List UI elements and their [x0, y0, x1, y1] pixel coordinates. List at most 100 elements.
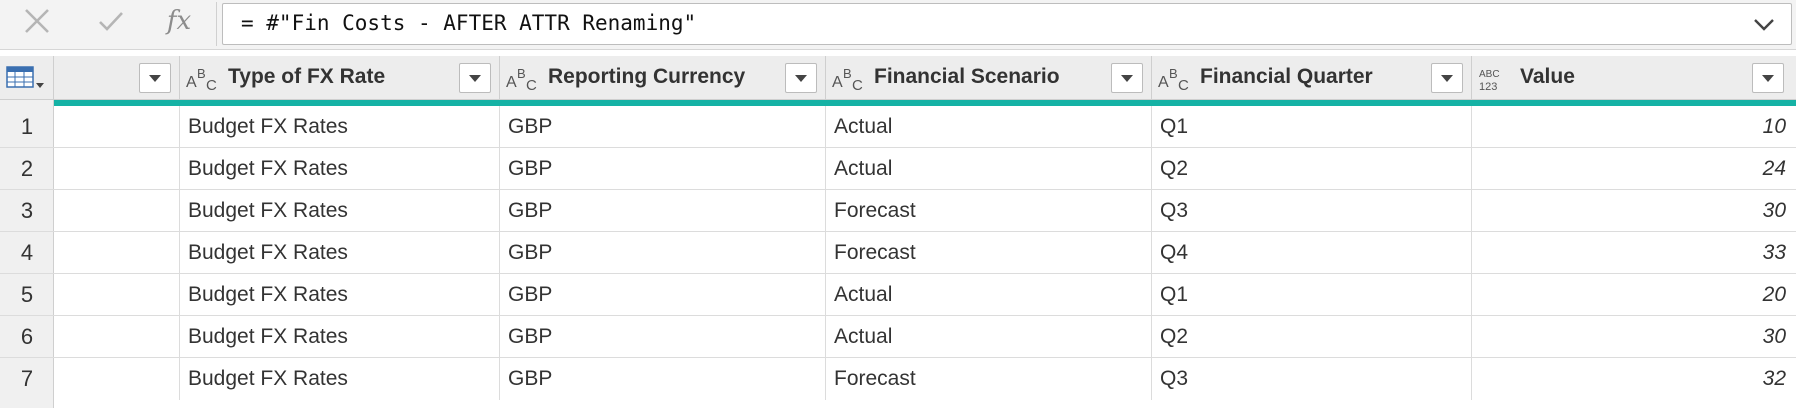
- svg-text:C: C: [852, 77, 863, 92]
- table-row[interactable]: 5 Budget FX Rates GBP Actual Q1 20: [0, 274, 1796, 316]
- text-type-icon: A B C: [186, 66, 217, 92]
- table-cell[interactable]: Budget FX Rates: [180, 232, 500, 274]
- table-cell[interactable]: Q1: [1152, 274, 1472, 316]
- row-number-column: [0, 100, 54, 408]
- chevron-down-icon[interactable]: [1749, 13, 1779, 37]
- formula-text: = #"Fin Costs - AFTER ATTR Renaming": [241, 11, 697, 35]
- table-cell[interactable]: Budget FX Rates: [180, 274, 500, 316]
- column-header[interactable]: [54, 56, 180, 100]
- table-cell[interactable]: Actual: [826, 148, 1152, 190]
- svg-text:A: A: [506, 74, 517, 91]
- column-header-type-of-fx-rate[interactable]: A B C Type of FX Rate: [180, 56, 500, 100]
- table-cell[interactable]: [54, 190, 180, 232]
- column-header-financial-scenario[interactable]: A B C Financial Scenario: [826, 56, 1152, 100]
- table-cell[interactable]: Budget FX Rates: [180, 148, 500, 190]
- dropdown-icon[interactable]: [1752, 63, 1784, 93]
- table-cell[interactable]: GBP: [500, 274, 826, 316]
- row-number: 2: [20, 156, 34, 181]
- table-cell[interactable]: Q2: [1152, 148, 1472, 190]
- table-cell[interactable]: Budget FX Rates: [180, 106, 500, 148]
- table-cell[interactable]: GBP: [500, 190, 826, 232]
- table-row[interactable]: 7 Budget FX Rates GBP Forecast Q3 32: [0, 358, 1796, 400]
- column-header-label: Financial Scenario: [874, 65, 1060, 88]
- table-cell[interactable]: GBP: [500, 358, 826, 400]
- table-cell[interactable]: GBP: [500, 232, 826, 274]
- data-grid: A B C Type of FX Rate A B C Reporting Cu…: [0, 56, 1796, 408]
- dropdown-icon[interactable]: [459, 63, 491, 93]
- table-cell[interactable]: Actual: [826, 316, 1152, 358]
- table-cell[interactable]: [54, 274, 180, 316]
- table-cell[interactable]: Actual: [826, 274, 1152, 316]
- svg-text:C: C: [1178, 77, 1189, 92]
- table-cell[interactable]: 33: [1762, 241, 1786, 264]
- column-header-label: Financial Quarter: [1200, 65, 1373, 88]
- x-icon[interactable]: [0, 0, 74, 42]
- row-number: 1: [20, 114, 34, 139]
- dropdown-icon[interactable]: [1111, 63, 1143, 93]
- table-row[interactable]: 1 Budget FX Rates GBP Actual Q1 10: [0, 106, 1796, 148]
- text-type-icon: A B C: [832, 66, 863, 92]
- table-cell[interactable]: Forecast: [826, 190, 1152, 232]
- column-header-label: Reporting Currency: [548, 65, 746, 88]
- table-cell[interactable]: [54, 232, 180, 274]
- dropdown-icon[interactable]: [139, 63, 171, 93]
- table-cell[interactable]: Q1: [1152, 106, 1472, 148]
- svg-text:B: B: [843, 66, 852, 81]
- text-type-icon: A B C: [1158, 66, 1189, 92]
- column-header-label: Value: [1520, 65, 1575, 88]
- svg-text:B: B: [197, 66, 206, 81]
- table-row[interactable]: 3 Budget FX Rates GBP Forecast Q3 30: [0, 190, 1796, 232]
- table-cell[interactable]: GBP: [500, 148, 826, 190]
- column-header-row: A B C Type of FX Rate A B C Reporting Cu…: [0, 56, 1796, 100]
- column-header-value[interactable]: ABC 123 Value: [1472, 56, 1796, 100]
- column-header-financial-quarter[interactable]: A B C Financial Quarter: [1152, 56, 1472, 100]
- table-cell[interactable]: Budget FX Rates: [180, 358, 500, 400]
- table-icon: [6, 66, 44, 88]
- table-cell[interactable]: Budget FX Rates: [180, 316, 500, 358]
- svg-text:ABC: ABC: [1479, 69, 1500, 80]
- table-row[interactable]: 6 Budget FX Rates GBP Actual Q2 30: [0, 316, 1796, 358]
- table-cell[interactable]: Q2: [1152, 316, 1472, 358]
- formula-input[interactable]: = #"Fin Costs - AFTER ATTR Renaming": [222, 3, 1792, 45]
- table-cell[interactable]: Forecast: [826, 232, 1152, 274]
- fx-icon[interactable]: fx: [142, 0, 216, 42]
- row-number: 6: [20, 324, 34, 349]
- table-cell[interactable]: 30: [1762, 199, 1786, 222]
- formula-bar-divider: [216, 2, 217, 46]
- table-cell[interactable]: 32: [1762, 367, 1786, 390]
- svg-text:B: B: [517, 66, 526, 81]
- check-icon[interactable]: [74, 0, 148, 42]
- table-row[interactable]: 2 Budget FX Rates GBP Actual Q2 24: [0, 148, 1796, 190]
- table-cell[interactable]: 24: [1762, 157, 1786, 180]
- table-cell[interactable]: [54, 148, 180, 190]
- table-cell[interactable]: [54, 106, 180, 148]
- dropdown-icon[interactable]: [1431, 63, 1463, 93]
- table-cell[interactable]: Forecast: [826, 358, 1152, 400]
- table-row[interactable]: 4 Budget FX Rates GBP Forecast Q4 33: [0, 232, 1796, 274]
- svg-text:123: 123: [1479, 81, 1497, 92]
- formula-bar: fx = #"Fin Costs - AFTER ATTR Renaming": [0, 0, 1796, 50]
- svg-text:A: A: [832, 74, 843, 91]
- table-cell[interactable]: 20: [1762, 283, 1786, 306]
- table-cell[interactable]: [54, 316, 180, 358]
- column-quality-bar: [54, 100, 1796, 106]
- table-cell[interactable]: 30: [1762, 325, 1786, 348]
- table-cell[interactable]: Q3: [1152, 190, 1472, 232]
- row-number: 3: [20, 198, 34, 223]
- table-menu-button[interactable]: [0, 56, 54, 100]
- table-cell[interactable]: Actual: [826, 106, 1152, 148]
- any-type-icon: ABC 123: [1479, 69, 1500, 92]
- table-cell[interactable]: 10: [1762, 115, 1786, 138]
- table-cell[interactable]: GBP: [500, 106, 826, 148]
- table-cell[interactable]: Q4: [1152, 232, 1472, 274]
- table-cell[interactable]: Q3: [1152, 358, 1472, 400]
- table-cell[interactable]: GBP: [500, 316, 826, 358]
- dropdown-icon[interactable]: [785, 63, 817, 93]
- svg-text:C: C: [206, 77, 217, 92]
- svg-text:B: B: [1169, 66, 1178, 81]
- table-cell[interactable]: Budget FX Rates: [180, 190, 500, 232]
- column-header-reporting-currency[interactable]: A B C Reporting Currency: [500, 56, 826, 100]
- table-cell[interactable]: [54, 358, 180, 400]
- fx-label: fx: [166, 6, 192, 36]
- row-number: 4: [20, 240, 34, 265]
